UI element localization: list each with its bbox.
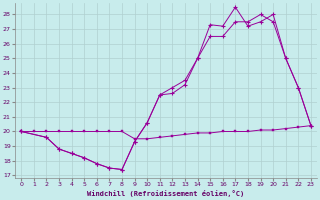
X-axis label: Windchill (Refroidissement éolien,°C): Windchill (Refroidissement éolien,°C) <box>87 190 245 197</box>
